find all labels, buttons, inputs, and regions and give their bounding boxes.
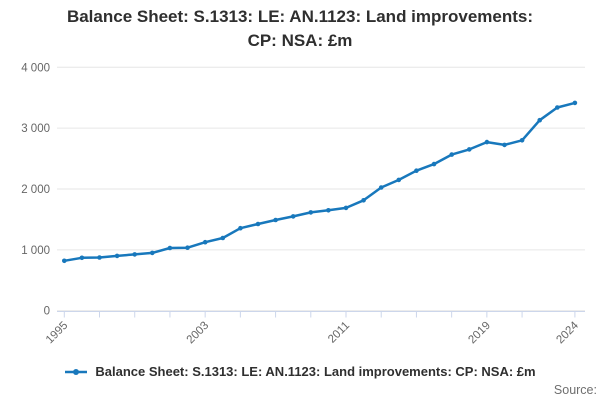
x-axis-labels: 1995 2003 2011 2019 2024	[44, 319, 582, 346]
data-point-marker[interactable]	[167, 245, 173, 251]
data-point-marker[interactable]	[202, 239, 208, 245]
data-point-marker[interactable]	[114, 253, 120, 259]
data-point-marker[interactable]	[431, 161, 437, 167]
y-axis-labels: 0 1 000 2 000 3 000 4 000	[21, 62, 50, 317]
data-point-marker[interactable]	[572, 100, 578, 106]
x-axis-ticks	[63, 311, 576, 318]
y-tick-label: 3 000	[21, 123, 50, 135]
data-point-marker[interactable]	[378, 185, 384, 190]
x-tick-label: 2024	[554, 319, 581, 346]
data-point-marker[interactable]	[132, 252, 137, 257]
data-point-marker[interactable]	[97, 255, 102, 260]
data-point-marker[interactable]	[185, 245, 190, 250]
data-point-marker[interactable]	[290, 214, 296, 219]
data-point-marker[interactable]	[255, 221, 261, 227]
data-point-marker[interactable]	[308, 210, 314, 215]
x-tick-label: 2003	[185, 320, 212, 347]
data-point-marker[interactable]	[502, 142, 507, 148]
legend: Balance Sheet: S.1313: LE: AN.1123: Land…	[0, 364, 600, 379]
data-point-marker[interactable]	[62, 258, 67, 264]
data-point-marker[interactable]	[238, 225, 243, 231]
data-point-marker[interactable]	[467, 147, 472, 152]
data-point-marker[interactable]	[396, 177, 402, 183]
legend-item-label: Balance Sheet: S.1313: LE: AN.1123: Land…	[95, 364, 536, 379]
data-point-marker[interactable]	[449, 152, 455, 157]
data-point-marker[interactable]	[343, 205, 349, 211]
data-point-marker[interactable]	[150, 250, 155, 256]
y-tick-label: 1 000	[21, 245, 50, 257]
data-point-marker[interactable]	[361, 198, 366, 203]
data-point-marker[interactable]	[519, 138, 525, 143]
data-point-marker[interactable]	[220, 235, 226, 241]
y-tick-label: 0	[44, 306, 50, 318]
data-point-marker[interactable]	[555, 105, 560, 110]
chart-title: Balance Sheet: S.1313: LE: AN.1123: Land…	[0, 5, 600, 53]
series-line[interactable]	[63, 101, 577, 263]
y-tick-label: 4 000	[21, 62, 50, 74]
series-markers	[62, 100, 578, 264]
legend-item[interactable]: Balance Sheet: S.1313: LE: AN.1123: Land…	[64, 364, 536, 379]
x-tick-label: 1995	[44, 320, 71, 347]
x-tick-label: 2011	[326, 320, 352, 346]
data-point-marker[interactable]	[484, 139, 490, 145]
data-point-marker[interactable]	[326, 208, 331, 213]
chart-title-line2: CP: NSA: £m	[247, 31, 353, 50]
chart-title-line1: Balance Sheet: S.1313: LE: AN.1123: Land…	[66, 7, 534, 26]
source-attribution: Source:	[553, 383, 597, 397]
legend-line-icon	[65, 368, 88, 375]
data-point-marker[interactable]	[79, 255, 85, 261]
data-point-marker[interactable]	[537, 117, 542, 123]
x-tick-label: 2019	[466, 320, 493, 347]
data-point-marker[interactable]	[414, 168, 419, 173]
data-point-marker[interactable]	[273, 217, 278, 223]
y-tick-label: 2 000	[21, 184, 50, 196]
y-gridlines	[57, 66, 585, 312]
